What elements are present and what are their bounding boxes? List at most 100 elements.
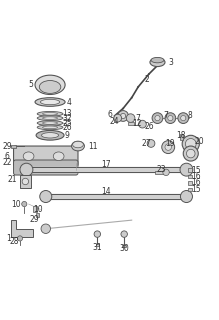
- Ellipse shape: [39, 81, 61, 93]
- Bar: [187, 188, 192, 191]
- Text: 16: 16: [191, 179, 201, 188]
- Circle shape: [18, 236, 23, 241]
- Circle shape: [181, 116, 186, 121]
- Circle shape: [40, 190, 52, 203]
- Ellipse shape: [53, 152, 64, 161]
- Ellipse shape: [36, 131, 64, 140]
- Bar: [180, 133, 184, 140]
- Circle shape: [168, 116, 173, 121]
- Text: 30: 30: [119, 244, 129, 253]
- Text: 7: 7: [164, 111, 168, 120]
- Circle shape: [165, 113, 176, 124]
- Circle shape: [147, 140, 155, 147]
- Ellipse shape: [42, 126, 58, 129]
- Text: 4: 4: [67, 98, 72, 107]
- Ellipse shape: [40, 99, 60, 105]
- Ellipse shape: [37, 121, 63, 125]
- Circle shape: [162, 141, 175, 154]
- FancyBboxPatch shape: [14, 160, 78, 175]
- Text: 5: 5: [28, 80, 33, 89]
- Text: 29: 29: [29, 215, 39, 224]
- Text: 14: 14: [101, 187, 111, 196]
- Circle shape: [22, 202, 27, 207]
- Text: 10: 10: [11, 200, 21, 209]
- Circle shape: [186, 149, 195, 158]
- Circle shape: [41, 224, 51, 234]
- Circle shape: [180, 163, 193, 176]
- Bar: [187, 181, 192, 185]
- Text: 15: 15: [191, 185, 201, 194]
- Circle shape: [165, 144, 171, 150]
- Ellipse shape: [73, 141, 83, 148]
- Text: 12: 12: [132, 119, 142, 128]
- Ellipse shape: [42, 122, 58, 124]
- Bar: [122, 245, 126, 247]
- Text: 26: 26: [144, 122, 154, 131]
- Text: 8: 8: [187, 111, 192, 120]
- Circle shape: [185, 139, 196, 149]
- Circle shape: [114, 114, 122, 122]
- Circle shape: [121, 231, 127, 237]
- Circle shape: [22, 178, 29, 185]
- Bar: [187, 175, 192, 178]
- Text: 17: 17: [101, 160, 111, 169]
- Circle shape: [180, 190, 193, 203]
- Text: 21: 21: [8, 175, 17, 184]
- Text: 32: 32: [62, 114, 72, 123]
- Text: 13: 13: [62, 109, 72, 118]
- Text: 31: 31: [92, 243, 102, 252]
- Circle shape: [182, 135, 199, 153]
- Text: 6: 6: [5, 152, 10, 161]
- Bar: [33, 206, 37, 212]
- Text: 9: 9: [65, 131, 70, 140]
- Circle shape: [94, 231, 101, 237]
- Ellipse shape: [72, 141, 85, 151]
- Bar: [129, 122, 134, 124]
- Bar: [36, 212, 39, 217]
- Text: 25: 25: [62, 118, 72, 128]
- Bar: [20, 175, 31, 188]
- Text: 26: 26: [62, 123, 72, 132]
- Text: 29: 29: [2, 141, 12, 150]
- Circle shape: [126, 114, 135, 123]
- Ellipse shape: [35, 75, 65, 94]
- Bar: [11, 145, 16, 148]
- Circle shape: [152, 113, 163, 124]
- Ellipse shape: [35, 98, 65, 106]
- Text: 7: 7: [136, 114, 141, 123]
- Bar: [187, 168, 192, 172]
- Ellipse shape: [151, 57, 164, 63]
- Text: 10: 10: [34, 205, 43, 214]
- Bar: [96, 244, 99, 246]
- Circle shape: [155, 116, 160, 121]
- FancyBboxPatch shape: [14, 146, 78, 166]
- Text: 20: 20: [194, 137, 204, 146]
- Text: 27: 27: [142, 139, 152, 148]
- Circle shape: [118, 111, 129, 121]
- Ellipse shape: [42, 113, 58, 115]
- Text: 19: 19: [166, 140, 175, 148]
- Text: 1: 1: [6, 234, 11, 243]
- Ellipse shape: [37, 111, 63, 116]
- Ellipse shape: [150, 58, 165, 67]
- Text: 11: 11: [88, 141, 98, 150]
- Text: 23: 23: [157, 165, 167, 174]
- Text: 6: 6: [108, 110, 113, 119]
- Text: 22: 22: [2, 158, 12, 167]
- Circle shape: [120, 113, 126, 118]
- Text: 16: 16: [191, 172, 201, 181]
- Ellipse shape: [37, 125, 63, 130]
- Circle shape: [163, 169, 169, 176]
- Text: 3: 3: [168, 58, 173, 67]
- Circle shape: [183, 146, 198, 161]
- Ellipse shape: [37, 116, 63, 120]
- Ellipse shape: [42, 117, 58, 119]
- Circle shape: [20, 163, 33, 176]
- Text: 18: 18: [176, 131, 186, 140]
- Bar: [155, 171, 164, 174]
- Ellipse shape: [23, 152, 34, 161]
- Text: 24: 24: [110, 117, 119, 126]
- Circle shape: [178, 113, 189, 124]
- Circle shape: [139, 120, 146, 128]
- Ellipse shape: [41, 132, 59, 138]
